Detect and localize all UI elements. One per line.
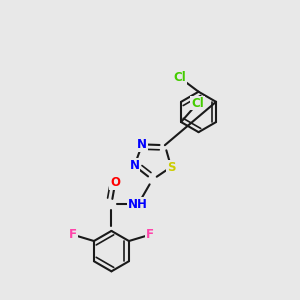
Text: NH: NH <box>128 198 148 211</box>
Text: Cl: Cl <box>191 97 204 110</box>
Text: F: F <box>146 228 154 241</box>
Text: Cl: Cl <box>173 71 186 84</box>
Text: N: N <box>129 159 140 172</box>
Text: S: S <box>167 160 176 173</box>
Text: F: F <box>69 228 77 241</box>
Text: N: N <box>137 138 147 151</box>
Text: O: O <box>110 176 120 189</box>
